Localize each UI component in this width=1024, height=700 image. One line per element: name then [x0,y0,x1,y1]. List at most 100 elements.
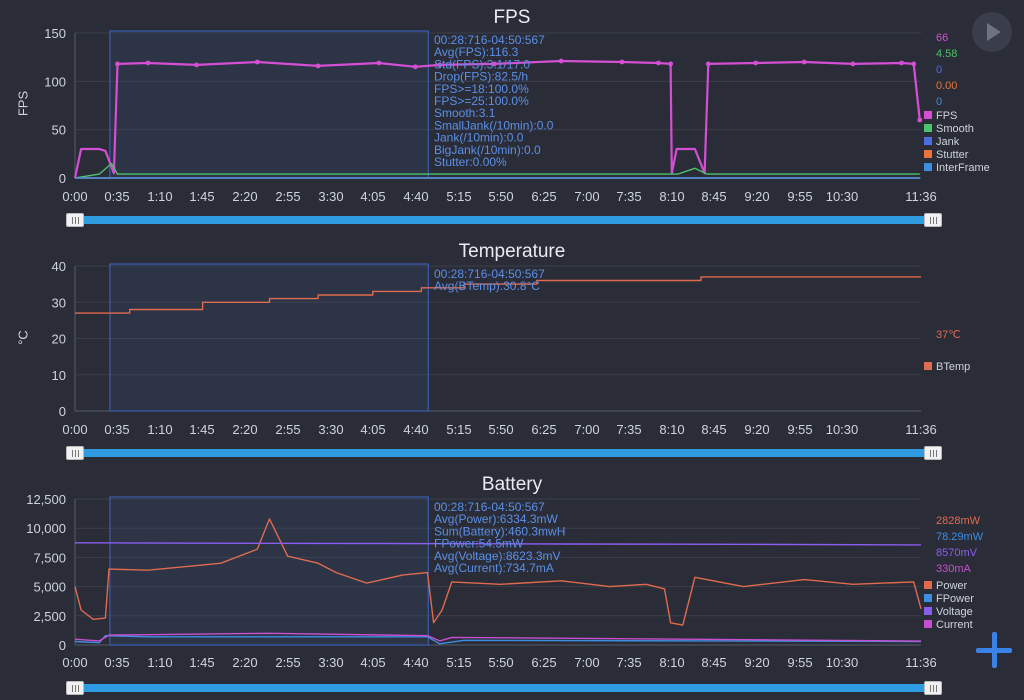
fps-range-slider[interactable] [66,213,942,227]
y-tick-label: 5,000 [33,580,66,595]
current-value-fpower: 78.29mW [936,531,984,543]
fps-data-point [911,61,917,67]
stats-line: Sum(Battery):460.3mwH [434,524,565,538]
x-tick-label: 9:20 [744,655,769,670]
x-tick-label: 1:45 [189,189,214,204]
x-tick-label: 10:30 [826,189,859,204]
plus-icon[interactable] [974,630,1014,670]
x-tick-label: 5:15 [446,655,471,670]
fps-data-point [254,59,260,65]
y-tick-label: 10,000 [26,521,66,536]
fps-data-point [437,62,443,68]
x-tick-label: 11:36 [905,655,937,670]
current-value-jank: 0 [936,64,942,76]
x-tick-label: 10:30 [826,655,859,670]
fps-data-point [801,59,807,65]
selection-range-box [109,263,429,412]
series-line-current [74,632,922,642]
x-tick-label: 2:55 [275,422,300,437]
fps-data-point [194,62,199,68]
current-value-smooth: 4.58 [936,48,957,60]
temperature-range-slider[interactable] [66,446,942,460]
battery-slider-left-handle[interactable] [66,681,84,695]
stats-line: FPS>=25:100.0% [434,94,529,108]
fps-data-point [850,61,856,67]
temperature-chart-title: Temperature [458,241,566,262]
current-value-power: 2828mW [936,515,981,527]
temperature-slider-left-handle[interactable] [66,446,84,460]
x-tick-label: 7:35 [616,655,641,670]
legend-swatch-interframe [924,163,932,171]
fps-chart-title: FPS [493,7,531,28]
y-tick-label: 100 [44,74,66,89]
x-tick-label: 10:30 [826,422,859,437]
x-tick-label: 7:35 [616,189,641,204]
x-tick-label: 2:20 [232,189,257,204]
x-tick-label: 2:20 [232,655,257,670]
y-tick-label: 0 [59,638,66,653]
x-tick-label: 7:00 [574,189,599,204]
legend-swatch-power [924,581,932,589]
x-tick-label: 8:45 [701,655,726,670]
legend-label-btemp: BTemp [936,361,970,373]
fps-data-point [376,60,382,66]
x-tick-label: 5:15 [446,189,471,204]
battery-range-slider[interactable] [66,681,942,695]
legend-label-fps: FPS [936,110,957,122]
play-icon[interactable] [972,12,1012,52]
x-tick-label: 4:40 [403,189,428,204]
fps-data-point [412,64,418,70]
fps-slider-track[interactable] [82,216,926,224]
stats-line: FPower:54.5mW [434,537,524,551]
fps-data-point [668,61,674,67]
x-tick-label: 8:45 [701,422,726,437]
x-tick-label: 2:20 [232,422,257,437]
fps-slider-right-handle[interactable] [924,213,942,227]
y-tick-label: 7,500 [33,550,66,565]
legend-swatch-current [924,620,932,628]
legend-swatch-jank [924,137,932,145]
y-tick-label: 2,500 [33,609,66,624]
temperature-slider-track[interactable] [82,449,926,457]
legend-swatch-smooth [924,124,932,132]
x-tick-label: 5:50 [488,655,513,670]
stats-line: Stutter:0.00% [434,155,507,169]
temperature-slider-right-handle[interactable] [924,446,942,460]
y-tick-label: 0 [59,171,66,186]
battery-slider-track[interactable] [82,684,926,692]
x-tick-label: 3:30 [318,422,343,437]
x-tick-label: 9:20 [744,189,769,204]
x-tick-label: 11:36 [905,422,937,437]
current-value-current: 330mA [936,563,972,575]
fps-data-point [558,58,564,64]
current-value-voltage: 8570mV [936,547,978,559]
fps-data-point [899,60,904,66]
x-tick-label: 1:45 [189,422,214,437]
battery-chart-title: Battery [481,474,543,495]
x-tick-label: 0:35 [104,422,129,437]
legend-label-jank: Jank [936,136,960,148]
legend-label-interframe: InterFrame [936,162,990,174]
fps-data-point [491,61,497,67]
current-value-fps: 66 [936,32,948,44]
stats-line: 00:28:716-04:50:567 [434,267,545,281]
x-tick-label: 0:35 [104,655,129,670]
fps-data-point [917,117,923,123]
fps-slider-left-handle[interactable] [66,213,84,227]
y-tick-label: 30 [52,295,66,310]
stats-line: SmallJank(/10min):0.0 [434,118,554,132]
fps-data-point [315,63,321,69]
series-line-fpower [74,635,922,645]
x-tick-label: 2:55 [275,189,300,204]
x-tick-label: 5:50 [488,422,513,437]
stats-line: BigJank(/10min):0.0 [434,143,541,157]
legend-label-fpower: FPower [936,593,974,605]
series-line-power [74,518,922,626]
x-tick-label: 7:00 [574,655,599,670]
battery-slider-right-handle[interactable] [924,681,942,695]
x-tick-label: 8:10 [659,655,684,670]
y-tick-label: 50 [52,123,66,138]
current-value-stutter: 0.00 [936,80,957,92]
fps-data-point [753,60,759,66]
